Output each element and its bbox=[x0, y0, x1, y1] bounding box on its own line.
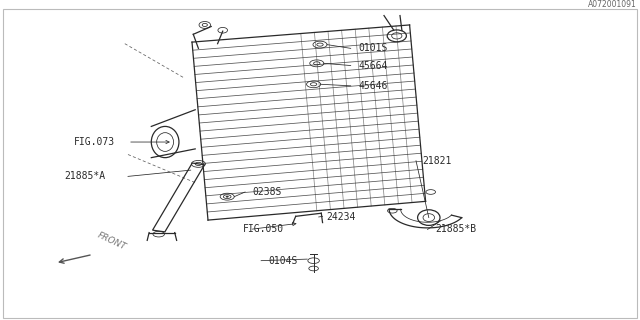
Text: 21885*A: 21885*A bbox=[64, 172, 105, 181]
Text: A072001091: A072001091 bbox=[588, 0, 637, 9]
Text: 0238S: 0238S bbox=[253, 187, 282, 197]
Text: 21885*B: 21885*B bbox=[435, 224, 476, 235]
Text: 0104S: 0104S bbox=[269, 256, 298, 266]
Text: 0101S: 0101S bbox=[358, 43, 388, 53]
Text: FIG.050: FIG.050 bbox=[243, 224, 284, 235]
Text: FRONT: FRONT bbox=[96, 230, 127, 251]
Text: 21821: 21821 bbox=[422, 156, 452, 166]
Ellipse shape bbox=[226, 196, 228, 197]
Text: 24234: 24234 bbox=[326, 212, 356, 222]
Text: 45664: 45664 bbox=[358, 60, 388, 70]
Text: 45646: 45646 bbox=[358, 81, 388, 91]
Text: FIG.073: FIG.073 bbox=[74, 137, 115, 147]
